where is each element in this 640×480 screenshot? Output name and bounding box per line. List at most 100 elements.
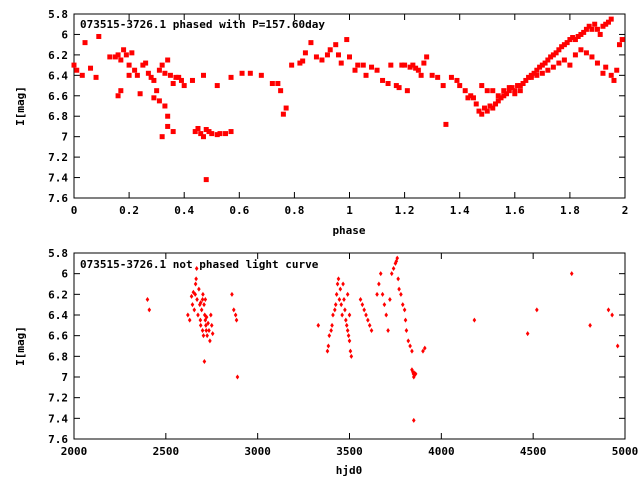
data-point [165,113,171,119]
data-point [165,123,171,129]
data-point [578,31,584,37]
unphased-x-tick-label: 3000 [244,445,271,458]
data-point [589,26,595,32]
phased-x-axis-label: phase [332,224,365,237]
data-point [424,54,430,60]
data-point [308,40,314,46]
data-point [230,291,234,297]
data-point [192,129,198,135]
unphased-x-axis-label: hjd0 [336,464,363,477]
data-point [484,88,490,94]
data-point [542,60,548,66]
data-point [472,317,477,323]
data-point [200,72,206,78]
data-point [280,111,286,117]
data-point [247,70,253,76]
data-point [147,307,152,313]
data-point [534,72,540,78]
data-point [209,322,214,328]
data-point [214,132,220,138]
phased-x-tick-label: 0 [71,204,78,217]
data-point [429,72,435,78]
data-point [334,291,339,297]
data-point [331,312,335,318]
phased-plot-frame [73,13,626,199]
data-point [326,343,331,349]
data-point [333,302,338,308]
data-point [107,54,113,60]
data-point [421,60,427,66]
data-point [504,91,510,97]
data-point [206,129,212,135]
data-point [468,93,474,99]
data-point [382,302,387,308]
data-point [352,67,358,73]
data-point [333,307,337,313]
unphased-plot-frame [73,252,626,440]
data-point [297,60,303,66]
data-point [210,331,215,337]
data-point [338,286,343,292]
data-point [341,281,345,287]
data-point [410,348,414,354]
phased-y-tick-label: 6.6 [48,90,68,103]
data-point [327,47,333,53]
data-point [408,343,412,349]
data-point [115,52,121,58]
data-point [228,129,234,135]
data-point [615,343,620,349]
data-point [154,88,160,94]
unphased-y-tick-label: 7.6 [48,433,68,446]
data-point [198,317,203,323]
data-point [137,91,143,97]
data-point [537,64,543,70]
data-point [193,291,198,297]
phased-x-tick-label: 1.8 [560,204,580,217]
data-point [126,62,132,68]
phased-x-tick-label: 0.8 [284,204,304,217]
data-point [556,47,562,53]
data-point [396,276,400,282]
data-point [561,42,567,48]
phased-chart-title: 073515-3726.1 phased with P=157.60day [80,18,325,31]
data-point [374,67,380,73]
data-point [198,131,204,137]
data-point [132,67,138,73]
phased-x-tick-label: 0.6 [229,204,249,217]
data-point [330,322,334,328]
data-point [173,74,179,80]
data-point [367,322,372,328]
data-point [345,328,350,333]
data-point [413,371,418,377]
data-point [462,88,468,94]
phased-points [71,16,625,183]
data-point [363,72,369,78]
data-point [535,307,539,313]
data-point [258,72,264,78]
phased-y-tick-label: 6 [61,28,68,41]
data-point [346,333,351,339]
data-point [487,103,493,109]
data-point [380,77,386,83]
data-point [71,62,77,68]
data-point [506,88,512,94]
data-point [603,64,609,70]
data-point [366,317,370,323]
data-point [610,312,614,318]
unphased-y-tick-label: 7.4 [48,412,68,425]
data-point [501,88,507,94]
phased-y-ticks: 5.8 6 6.2 6.4 6.6 6.8 7 7.2 7.4 7.6 [48,8,625,205]
data-point [170,129,176,135]
data-point [413,65,419,71]
data-point [515,83,521,89]
data-point [415,67,421,73]
data-point [275,81,281,87]
data-point [129,50,135,56]
data-point [525,331,530,337]
data-point [189,77,195,83]
data-point [586,23,592,29]
data-point [162,103,168,109]
data-point [380,291,385,297]
data-point [198,300,203,306]
